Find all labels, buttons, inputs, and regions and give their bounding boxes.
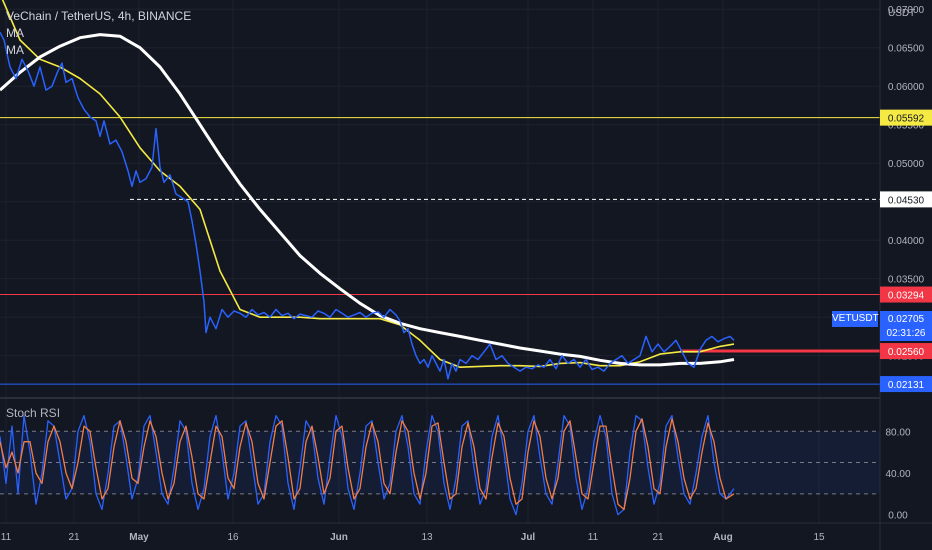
price-label: 0.05592 <box>888 114 925 125</box>
time-tick: 11 <box>1 532 12 543</box>
time-tick: 13 <box>421 532 433 543</box>
symbol-label: VETUSDT <box>832 311 879 327</box>
price-label: 0.03294 <box>888 291 925 302</box>
price-label-bg <box>880 376 932 393</box>
chart-title: VeChain / TetherUS, 4h, BINANCE <box>6 9 192 23</box>
price-tick: 0.05500 <box>888 121 925 132</box>
last-price-countdown: 02:31:26 <box>887 328 926 339</box>
price-label: 0.02131 <box>888 380 925 391</box>
price-label: 0.02560 <box>888 347 925 358</box>
ma-slow-line <box>0 33 735 367</box>
last-price-bg <box>880 311 932 341</box>
time-tick: 21 <box>68 532 80 543</box>
rsi-tick: 40.00 <box>885 469 910 480</box>
stoch-rsi-title[interactable]: Stoch RSI <box>6 406 61 420</box>
time-tick: 21 <box>652 532 664 543</box>
time-tick: 15 <box>813 532 825 543</box>
time-tick: 11 <box>588 532 599 543</box>
time-tick: Aug <box>713 532 732 543</box>
ma-indicator-label[interactable]: MA <box>6 26 24 40</box>
rsi-tick: 0.00 <box>888 511 908 522</box>
price-line <box>0 31 735 380</box>
rsi-axis[interactable]: 80.00 40.00 0.00 <box>885 427 910 521</box>
time-tick: Jun <box>330 532 348 543</box>
stoch-rsi-d-line <box>0 418 735 511</box>
currency-unit: USDT <box>888 8 916 19</box>
grid <box>0 0 880 523</box>
time-tick: 16 <box>227 532 239 543</box>
horizontal-lines <box>0 117 880 385</box>
price-tick: 0.03500 <box>888 275 925 286</box>
price-label: 0.04530 <box>888 195 925 206</box>
price-tick: 0.04000 <box>888 236 925 247</box>
price-series-group <box>0 0 735 380</box>
price-tick: 0.07000 <box>888 5 925 16</box>
time-tick: May <box>129 532 149 543</box>
price-label-bg <box>880 109 932 126</box>
stoch-rsi-k-line <box>0 414 735 516</box>
price-label-bg <box>880 191 932 208</box>
rsi-tick: 80.00 <box>885 427 910 438</box>
last-price-value: 0.02705 <box>888 314 925 325</box>
price-label-bg <box>880 286 932 303</box>
ma-indicator-label-2[interactable]: MA <box>6 43 24 57</box>
price-tick: 0.05000 <box>888 159 925 170</box>
price-line-labels: 0.05592 0.04530 0.03294 0.02560 0.02131 0.027… <box>880 109 932 393</box>
time-tick: Jul <box>521 532 536 543</box>
time-axis[interactable]: 11 21 May 16 Jun 13 Jul 11 21 Aug 15 <box>1 532 825 543</box>
price-tick: 0.06000 <box>888 82 925 93</box>
rsi-series-group <box>0 414 735 516</box>
ma-fast-line <box>1 0 735 369</box>
price-tick: 0.06500 <box>888 44 925 55</box>
price-label-bg <box>880 343 932 360</box>
rsi-band-fill <box>0 430 880 495</box>
